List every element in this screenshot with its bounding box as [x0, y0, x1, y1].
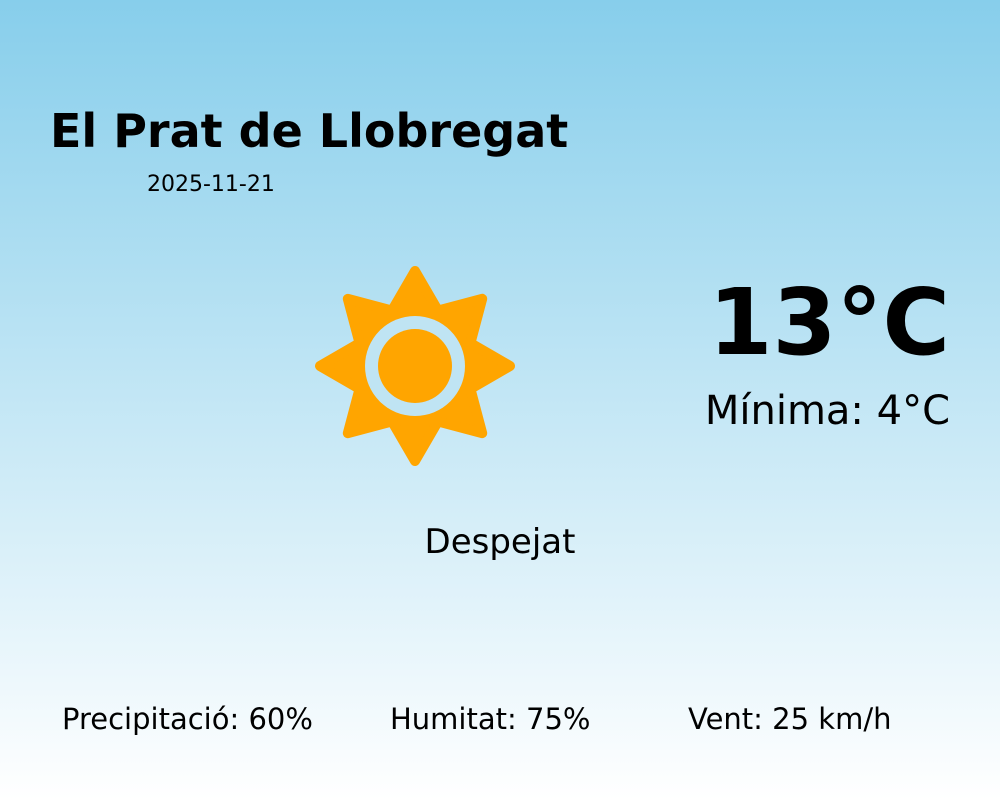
weather-condition: Despejat [424, 522, 576, 562]
humidity-stat: Humitat: 75% [390, 702, 591, 736]
current-temperature: 13°C [708, 269, 950, 376]
wind-stat: Vent: 25 km/h [688, 702, 892, 736]
precipitation-stat: Precipitació: 60% [62, 702, 313, 736]
forecast-date: 2025-11-21 [147, 172, 275, 197]
city-name: El Prat de Llobregat [50, 104, 569, 158]
minimum-temperature: Mínima: 4°C [704, 388, 950, 434]
sun-icon [315, 266, 515, 466]
